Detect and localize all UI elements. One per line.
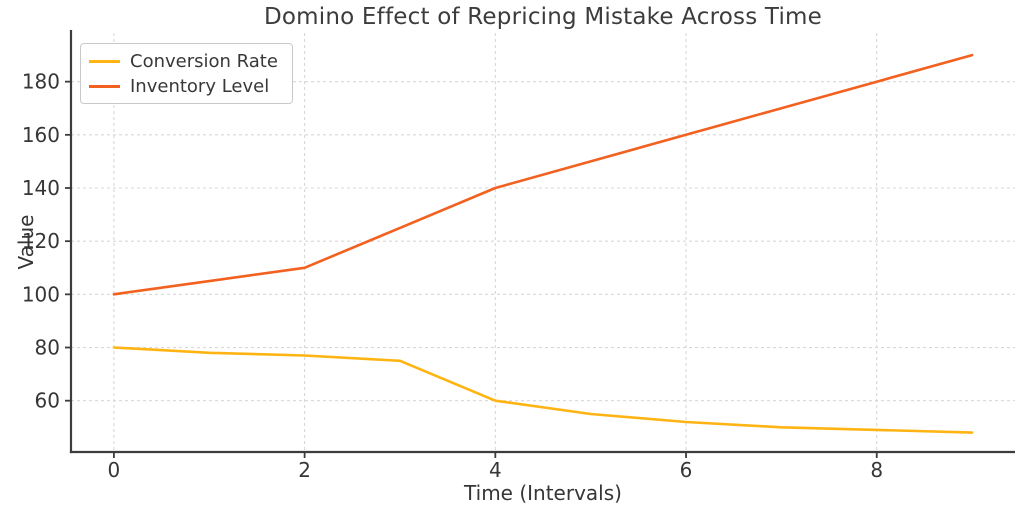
x-tick-label: 4 <box>489 458 502 482</box>
legend-label: Inventory Level <box>130 75 270 97</box>
y-tick-label: 60 <box>35 389 60 413</box>
y-tick-label: 160 <box>22 123 60 147</box>
x-tick-label: 0 <box>108 458 121 482</box>
conversion-rate-line-swatch <box>89 59 120 63</box>
chart-title: Domino Effect of Repricing Mistake Acros… <box>264 4 822 30</box>
legend-item-conversion-rate: Conversion Rate <box>89 50 278 72</box>
series-line-inventory-level <box>112 53 974 296</box>
y-tick-label: 120 <box>22 229 60 253</box>
y-tick-label: 180 <box>22 70 60 94</box>
inventory-level-line-swatch <box>89 84 120 88</box>
x-tick-label: 2 <box>298 458 311 482</box>
legend: Conversion Rate Inventory Level <box>80 43 293 104</box>
series-line-conversion-rate <box>112 346 974 434</box>
y-tick-label: 100 <box>22 282 60 306</box>
y-tick-label: 140 <box>22 176 60 200</box>
x-tick-label: 6 <box>680 458 693 482</box>
y-axis-label: Value <box>14 214 38 270</box>
legend-label: Conversion Rate <box>130 50 278 72</box>
legend-item-inventory-level: Inventory Level <box>89 75 278 97</box>
x-axis-label: Time (Intervals) <box>464 481 622 505</box>
y-tick-label: 80 <box>35 336 60 360</box>
x-tick-label: 8 <box>870 458 883 482</box>
